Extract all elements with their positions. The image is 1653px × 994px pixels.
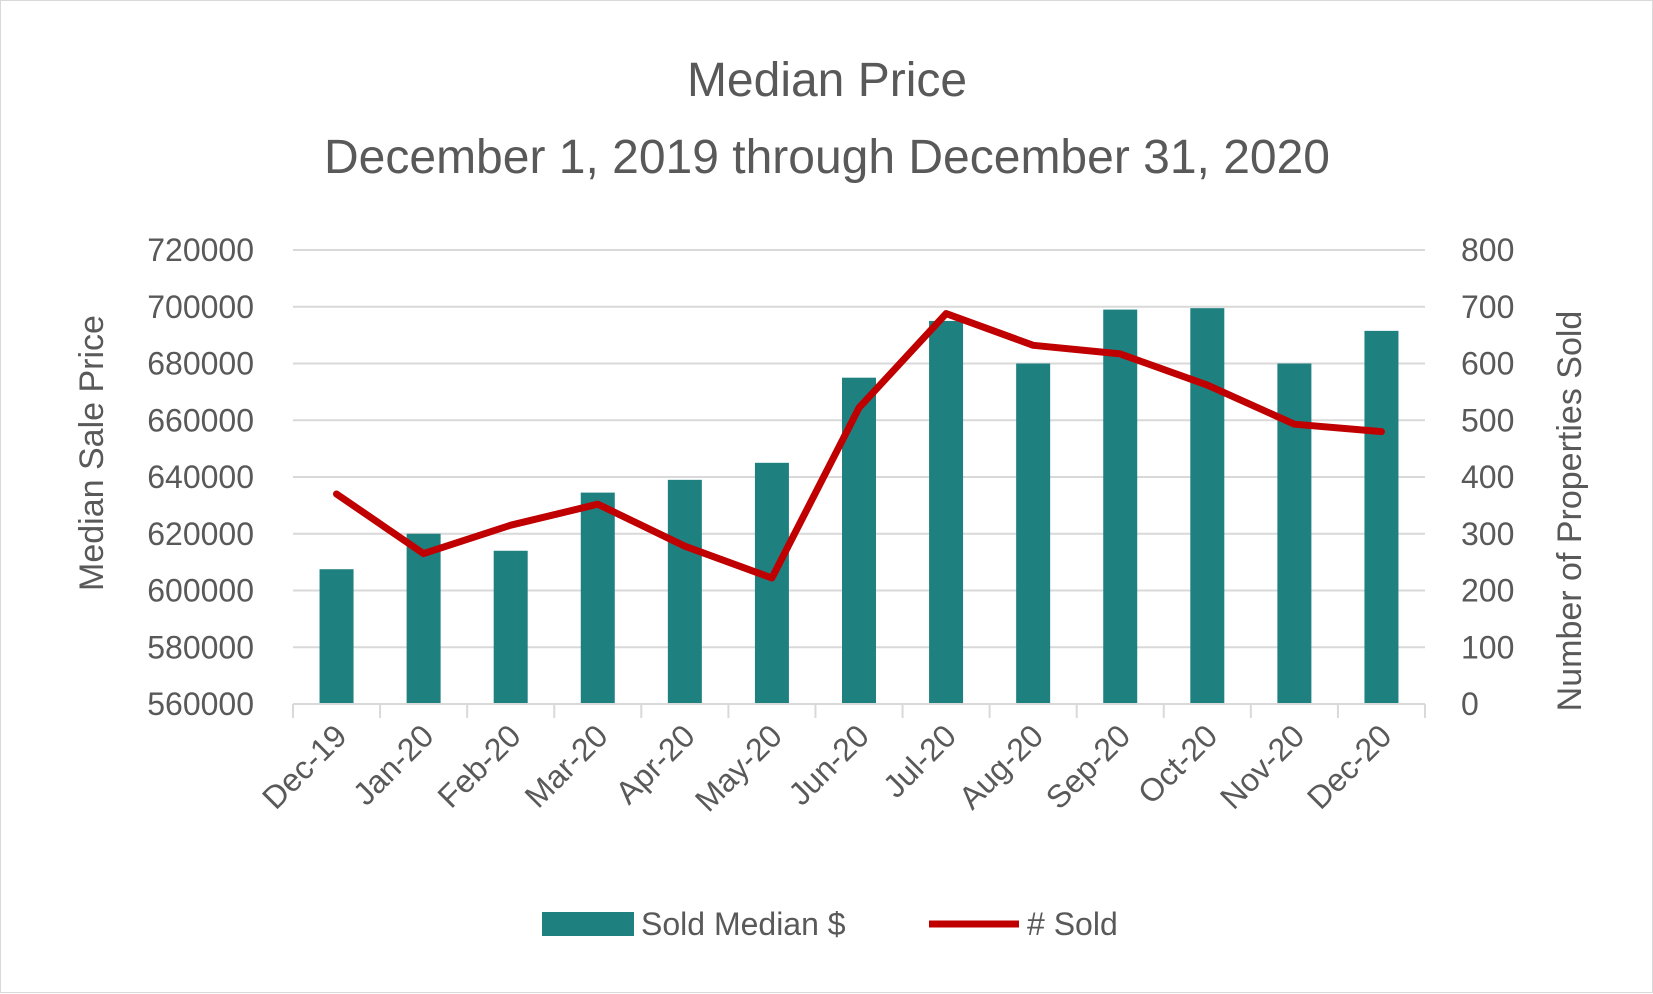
- bar-may-20: [754, 462, 789, 704]
- bar-dec-19: [319, 569, 354, 704]
- y2-tick-label: 700: [1461, 289, 1514, 325]
- y2-tick-label: 300: [1461, 516, 1514, 552]
- x-tick-label: Aug-20: [952, 717, 1050, 815]
- bar-sep-20: [1103, 309, 1138, 704]
- y-tick-label: 580000: [147, 629, 254, 665]
- bar-aug-20: [1016, 363, 1051, 704]
- x-tick-label: Nov-20: [1213, 717, 1311, 815]
- y-axis-label: Median Sale Price: [73, 315, 111, 591]
- x-axis-ticks: Dec-19Jan-20Feb-20Mar-20Apr-20May-20Jun-…: [255, 717, 1398, 818]
- sold-count-line: [333, 310, 1385, 582]
- y-tick-label: 620000: [147, 516, 254, 552]
- y2-tick-label: 100: [1461, 629, 1514, 665]
- chart-title: Median Price: [687, 54, 967, 107]
- legend-swatch-bar: [542, 912, 634, 936]
- y-tick-label: 720000: [147, 232, 254, 268]
- line-series: [333, 310, 1385, 582]
- bar-nov-20: [1277, 363, 1312, 704]
- chart-titles: Median Price December 1, 2019 through De…: [324, 54, 1330, 184]
- bar-apr-20: [667, 479, 702, 704]
- bar-jan-20: [406, 533, 441, 704]
- bar-oct-20: [1190, 308, 1225, 704]
- legend: Sold Median $ # Sold: [542, 906, 1118, 942]
- y-tick-label: 600000: [147, 573, 254, 609]
- bar-jul-20: [929, 320, 964, 704]
- chart-subtitle: December 1, 2019 through December 31, 20…: [324, 131, 1330, 184]
- y-tick-label: 700000: [147, 289, 254, 325]
- legend-label-bar: Sold Median $: [641, 906, 846, 942]
- y-tick-label: 560000: [147, 686, 254, 722]
- y-tick-label: 680000: [147, 346, 254, 382]
- x-tick-label: Jan-20: [346, 717, 441, 812]
- right-axis-ticks: 0 100 200 300 400 500 600 700 800: [1461, 232, 1514, 722]
- x-tick-label: Mar-20: [518, 717, 615, 814]
- y2-tick-label: 0: [1461, 686, 1479, 722]
- y2-tick-label: 400: [1461, 459, 1514, 495]
- left-axis-ticks: 560000 580000 600000 620000 640000 660000 6800…: [147, 232, 254, 722]
- x-tick-label: Dec-20: [1300, 717, 1398, 815]
- x-tick-label: Feb-20: [430, 717, 527, 814]
- x-tick-label: Dec-19: [255, 717, 353, 815]
- y2-tick-label: 800: [1461, 232, 1514, 268]
- y2-tick-label: 200: [1461, 573, 1514, 609]
- bar-mar-20: [580, 492, 615, 704]
- y2-axis-label: Number of Properties Sold: [1551, 311, 1589, 712]
- legend-label-line: # Sold: [1027, 906, 1118, 942]
- y-tick-label: 640000: [147, 459, 254, 495]
- bar-series: [319, 308, 1399, 704]
- x-tick-label: Sep-20: [1039, 717, 1137, 815]
- x-tick-label: Oct-20: [1131, 717, 1224, 810]
- bar-dec-20: [1364, 330, 1399, 704]
- x-tick-label: Jun-20: [781, 717, 876, 812]
- y-tick-label: 660000: [147, 402, 254, 438]
- x-tick-label: Jul-20: [876, 717, 963, 804]
- x-tick-label: May-20: [688, 717, 789, 818]
- x-tick-label: Apr-20: [608, 717, 701, 810]
- y2-tick-label: 500: [1461, 402, 1514, 438]
- bar-feb-20: [493, 550, 528, 704]
- axes: [292, 703, 1426, 718]
- y2-tick-label: 600: [1461, 346, 1514, 382]
